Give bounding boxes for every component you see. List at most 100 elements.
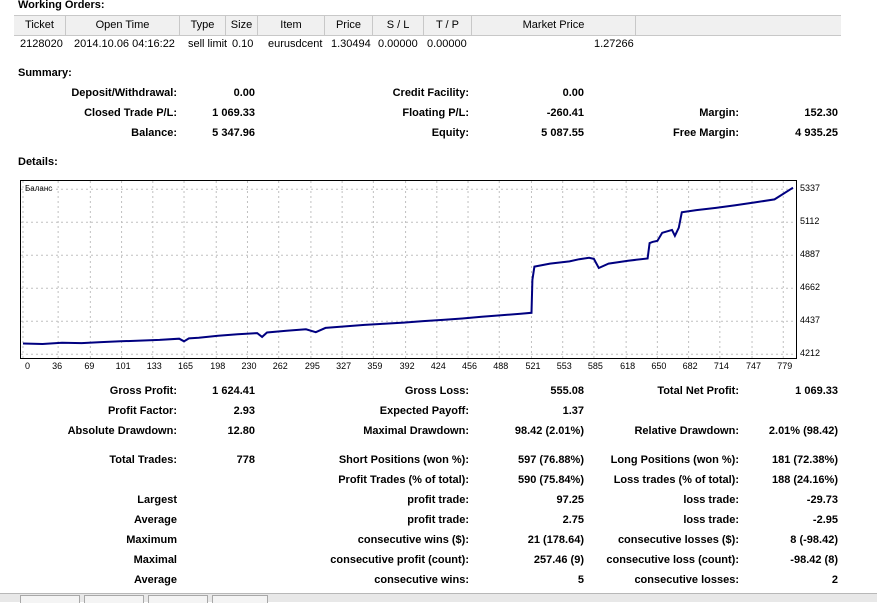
detail-label: Total Trades: xyxy=(109,454,177,466)
detail-value: -2.95 xyxy=(812,514,838,526)
x-tick-label: 714 xyxy=(713,361,729,371)
col-item[interactable]: Item xyxy=(258,16,325,35)
detail-value: 21 (178.64) xyxy=(527,534,584,546)
balance-chart: Баланс xyxy=(20,180,797,359)
equity-value: 5 087.55 xyxy=(541,127,584,139)
detail-value: 2.01% (98.42) xyxy=(768,425,838,437)
x-tick-label: 327 xyxy=(336,361,352,371)
balance-series-line xyxy=(22,186,794,346)
detail-label: loss trade: xyxy=(683,494,739,506)
detail-value: 181 (72.38%) xyxy=(771,454,838,466)
detail-label: Loss trades (% of total): xyxy=(613,474,739,486)
closed-pl-value: 1 069.33 xyxy=(212,107,255,119)
detail-label: consecutive losses ($): xyxy=(617,534,739,546)
detail-label: consecutive losses: xyxy=(634,574,739,586)
detail-label: Profit Factor: xyxy=(107,405,177,417)
detail-value: 98.42 (2.01%) xyxy=(514,425,584,437)
bottom-taskbar xyxy=(0,593,877,603)
cell-type: sell limit xyxy=(188,38,228,50)
y-tick-label: 4662 xyxy=(800,282,821,293)
detail-label: profit trade: xyxy=(407,514,469,526)
col-market-price[interactable]: Market Price xyxy=(472,16,636,35)
col-price[interactable]: Price xyxy=(325,16,373,35)
bottom-tab-4[interactable] xyxy=(212,595,268,603)
free-margin-label: Free Margin: xyxy=(672,127,739,139)
detail-value: 590 (75.84%) xyxy=(517,474,584,486)
y-tick-label: 4212 xyxy=(800,348,821,359)
y-tick-label: 5112 xyxy=(800,216,820,227)
x-tick-label: 198 xyxy=(210,361,226,371)
detail-value: 8 (-98.42) xyxy=(790,534,838,546)
x-tick-label: 69 xyxy=(84,361,95,371)
summary-title: Summary: xyxy=(18,67,72,79)
detail-label: profit trade: xyxy=(407,494,469,506)
col-ticket[interactable]: Ticket xyxy=(14,16,66,35)
detail-value: 2.93 xyxy=(233,405,255,417)
detail-value: 5 xyxy=(577,574,584,586)
x-tick-label: 618 xyxy=(620,361,636,371)
bottom-tab-3[interactable] xyxy=(148,595,208,603)
x-tick-label: 585 xyxy=(587,361,603,371)
y-tick-label: 4437 xyxy=(800,315,821,326)
cell-item: eurusdcent xyxy=(268,38,323,50)
x-tick-label: 359 xyxy=(367,361,383,371)
chart-title: Баланс xyxy=(25,184,53,193)
detail-label: loss trade: xyxy=(683,514,739,526)
y-tick-label: 5337 xyxy=(800,183,821,194)
detail-value: 778 xyxy=(236,454,255,466)
bottom-tab-1[interactable] xyxy=(20,595,80,603)
detail-label: Gross Loss: xyxy=(404,385,469,397)
x-tick-label: 165 xyxy=(178,361,194,371)
orders-table-header: Ticket Open Time Type Size Item Price S … xyxy=(14,15,841,36)
col-size[interactable]: Size xyxy=(226,16,258,35)
detail-value: 1 624.41 xyxy=(212,385,255,397)
x-tick-label: 295 xyxy=(304,361,320,371)
cell-open-time: 2014.10.06 04:16:22 xyxy=(74,38,175,50)
col-open-time[interactable]: Open Time xyxy=(66,16,180,35)
detail-value: 188 (24.16%) xyxy=(771,474,838,486)
equity-label: Equity: xyxy=(431,127,469,139)
detail-value: 257.46 (9) xyxy=(533,554,584,566)
free-margin-value: 4 935.25 xyxy=(795,127,838,139)
detail-label: Profit Trades (% of total): xyxy=(338,474,469,486)
detail-value: 12.80 xyxy=(227,425,255,437)
margin-value: 152.30 xyxy=(804,107,838,119)
col-sl[interactable]: S / L xyxy=(373,16,424,35)
x-tick-label: 553 xyxy=(556,361,572,371)
credit-label: Credit Facility: xyxy=(392,87,469,99)
detail-label: consecutive loss (count): xyxy=(606,554,739,566)
working-orders-title: Working Orders: xyxy=(18,0,105,11)
balance-value: 5 347.96 xyxy=(212,127,255,139)
balance-label: Balance: xyxy=(131,127,177,139)
detail-value: 555.08 xyxy=(550,385,584,397)
deposit-value: 0.00 xyxy=(233,87,255,99)
x-tick-label: 779 xyxy=(777,361,793,371)
detail-value: -98.42 (8) xyxy=(790,554,838,566)
detail-value: 97.25 xyxy=(556,494,584,506)
x-tick-label: 747 xyxy=(746,361,762,371)
bottom-tab-2[interactable] xyxy=(84,595,144,603)
detail-label: Relative Drawdown: xyxy=(634,425,739,437)
closed-pl-label: Closed Trade P/L: xyxy=(84,107,177,119)
detail-value: -29.73 xyxy=(806,494,838,506)
x-tick-label: 682 xyxy=(682,361,698,371)
x-tick-label: 230 xyxy=(241,361,257,371)
x-tick-label: 262 xyxy=(272,361,288,371)
cell-tp: 0.00000 xyxy=(427,38,467,50)
detail-label: Maximal Drawdown: xyxy=(363,425,469,437)
x-tick-label: 392 xyxy=(399,361,415,371)
y-tick-label: 4887 xyxy=(800,249,821,260)
col-tp[interactable]: T / P xyxy=(424,16,472,35)
col-type[interactable]: Type xyxy=(180,16,226,35)
x-tick-label: 650 xyxy=(651,361,667,371)
floating-pl-label: Floating P/L: xyxy=(402,107,469,119)
cell-sl: 0.00000 xyxy=(378,38,418,50)
detail-value: 2 xyxy=(831,574,838,586)
x-tick-label: 133 xyxy=(146,361,162,371)
detail-label: consecutive wins ($): xyxy=(357,534,469,546)
floating-pl-value: -260.41 xyxy=(546,107,584,119)
x-tick-label: 488 xyxy=(493,361,509,371)
detail-label: Total Net Profit: xyxy=(657,385,739,397)
detail-label: Expected Payoff: xyxy=(379,405,469,417)
x-tick-label: 0 xyxy=(25,361,31,371)
